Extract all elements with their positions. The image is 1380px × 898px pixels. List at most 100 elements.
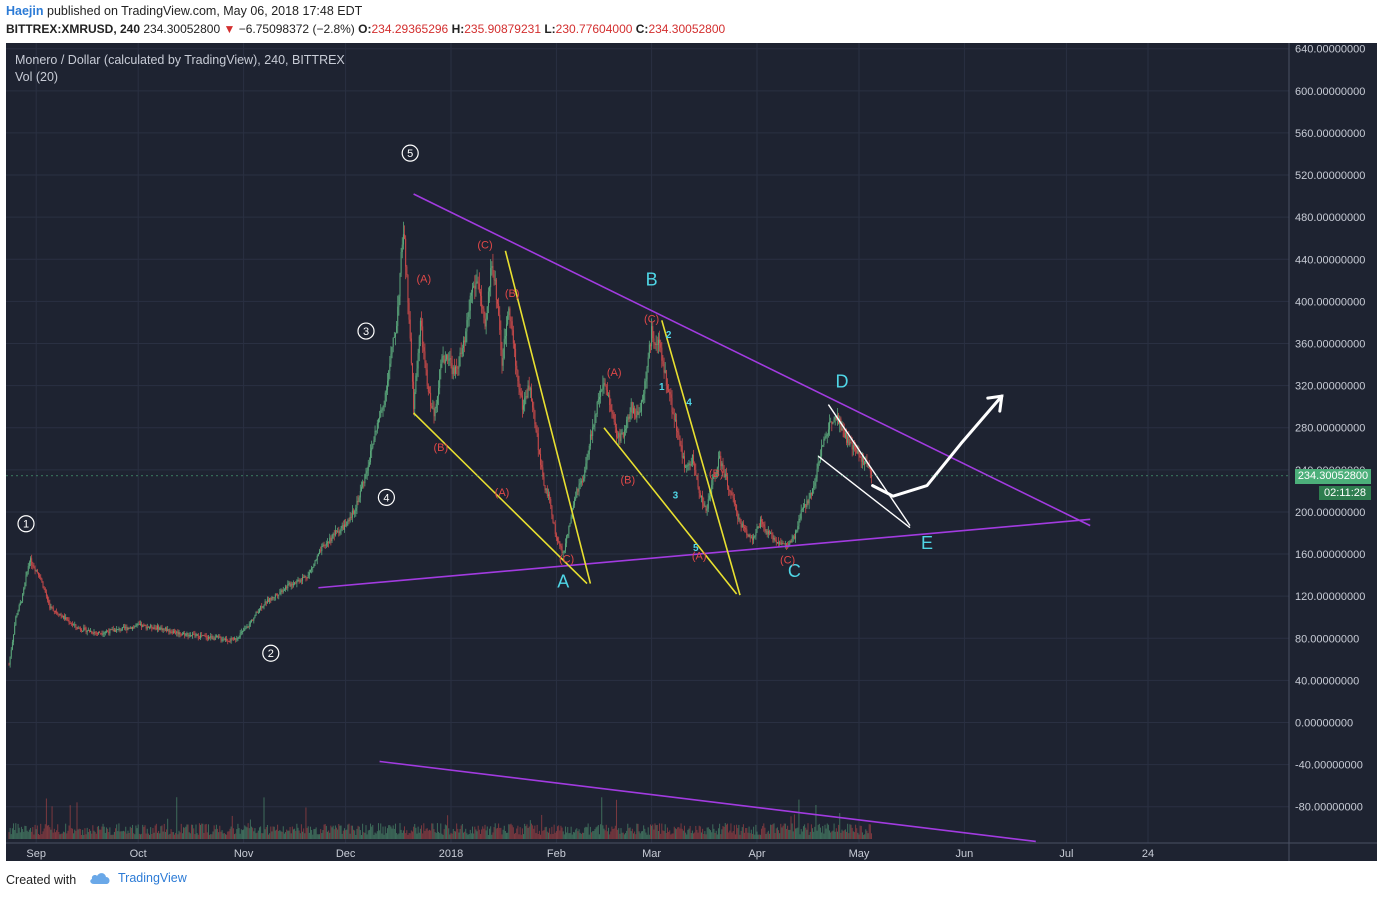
volume-bar bbox=[380, 823, 382, 839]
volume-bar bbox=[372, 825, 374, 839]
volume-bar bbox=[445, 825, 447, 839]
volume-bar bbox=[613, 828, 615, 839]
volume-bar bbox=[793, 814, 795, 839]
candle-body bbox=[741, 523, 743, 528]
candle-body bbox=[24, 582, 26, 589]
y-tick-label: 440.00000000 bbox=[1295, 254, 1365, 266]
candle-body bbox=[765, 530, 767, 532]
volume-bar bbox=[286, 829, 288, 839]
candle-body bbox=[105, 631, 107, 633]
candle-body bbox=[86, 630, 88, 633]
candle-body bbox=[254, 615, 256, 618]
y-tick-label: 520.00000000 bbox=[1295, 170, 1365, 182]
candle-body bbox=[508, 308, 510, 316]
volume-bar bbox=[768, 833, 770, 839]
candle-body bbox=[26, 571, 28, 576]
candle-body bbox=[652, 326, 654, 339]
volume-bar bbox=[177, 834, 179, 839]
candle-body bbox=[64, 615, 66, 620]
candle-body bbox=[218, 636, 220, 638]
tradingview-brand[interactable]: TradingView bbox=[118, 871, 187, 885]
volume-bar bbox=[137, 824, 139, 839]
candle-body bbox=[115, 630, 117, 632]
candle-body bbox=[460, 352, 462, 354]
candle-body bbox=[473, 285, 475, 288]
candle-body bbox=[723, 470, 725, 478]
volume-bar bbox=[540, 834, 542, 839]
candle-body bbox=[265, 601, 267, 604]
candle-body bbox=[543, 476, 545, 486]
volume-bar bbox=[474, 826, 476, 839]
candle-body bbox=[30, 558, 32, 563]
candle-body bbox=[312, 566, 314, 569]
candle-body bbox=[127, 627, 129, 630]
volume-bar bbox=[685, 832, 687, 839]
volume-bar bbox=[269, 833, 271, 839]
volume-bar bbox=[431, 823, 433, 839]
volume-bar bbox=[439, 833, 441, 839]
volume-bar bbox=[209, 834, 211, 839]
volume-bar bbox=[192, 824, 194, 839]
candle-body bbox=[201, 635, 203, 637]
volume-bar bbox=[507, 832, 509, 839]
volume-bar bbox=[537, 833, 539, 839]
volume-bar bbox=[331, 827, 333, 839]
candle-body bbox=[158, 625, 160, 630]
candle-body bbox=[264, 601, 266, 606]
volume-bar bbox=[477, 825, 479, 839]
volume-bar bbox=[75, 830, 77, 839]
candle-body bbox=[604, 382, 606, 386]
volume-bar bbox=[808, 834, 810, 839]
volume-bar bbox=[482, 826, 484, 839]
candle-body bbox=[832, 422, 834, 424]
candle-body bbox=[139, 623, 141, 625]
volume-bar bbox=[621, 832, 623, 839]
volume-bar bbox=[210, 834, 212, 839]
candle-body bbox=[31, 558, 33, 565]
volume-bar bbox=[170, 829, 172, 839]
candle-body bbox=[45, 592, 47, 597]
candle-body bbox=[467, 316, 469, 321]
candle-body bbox=[297, 579, 299, 581]
candle-body bbox=[111, 629, 113, 631]
candle-body bbox=[203, 635, 205, 637]
impulse-label: 2 bbox=[666, 330, 672, 341]
volume-bar bbox=[617, 829, 619, 839]
candle-body bbox=[732, 495, 734, 499]
volume-bar bbox=[433, 829, 435, 839]
candle-body bbox=[177, 631, 179, 635]
volume-bar bbox=[438, 831, 440, 839]
candle-body bbox=[827, 429, 829, 435]
volume-bar bbox=[45, 798, 47, 839]
candle-body bbox=[270, 597, 272, 600]
candle-body bbox=[152, 628, 154, 630]
candle-body bbox=[462, 340, 464, 349]
volume-bar bbox=[826, 823, 828, 839]
chart-area[interactable]: 640.00000000 600.00000000 560.00000000 520.… bbox=[6, 43, 1377, 861]
tradingview-logo[interactable]: TradingView bbox=[88, 871, 187, 885]
volume-bar bbox=[211, 834, 213, 839]
author-link[interactable]: Haejin bbox=[6, 4, 44, 18]
candle-body bbox=[348, 520, 350, 522]
candle-body bbox=[432, 408, 434, 410]
candle-body bbox=[515, 348, 517, 366]
y-tick-label: 480.00000000 bbox=[1295, 212, 1365, 224]
candle-body bbox=[365, 473, 367, 475]
volume-bar bbox=[152, 828, 154, 839]
candle-body bbox=[370, 450, 372, 463]
candle-body bbox=[585, 463, 587, 471]
candle-body bbox=[609, 395, 611, 405]
price-chart[interactable]: 640.00000000600.00000000560.00000000520.… bbox=[6, 43, 1377, 861]
volume-bar bbox=[467, 834, 469, 839]
volume-bar bbox=[367, 830, 369, 839]
volume-bar bbox=[518, 834, 520, 839]
candle-body bbox=[501, 349, 503, 366]
volume-bar bbox=[371, 826, 373, 839]
volume-bar bbox=[303, 828, 305, 839]
candle-body bbox=[796, 530, 798, 532]
volume-bar bbox=[674, 828, 676, 839]
candle-body bbox=[304, 576, 306, 578]
volume-bar bbox=[759, 834, 761, 839]
volume-bar bbox=[839, 813, 841, 839]
candle-body bbox=[511, 321, 513, 331]
